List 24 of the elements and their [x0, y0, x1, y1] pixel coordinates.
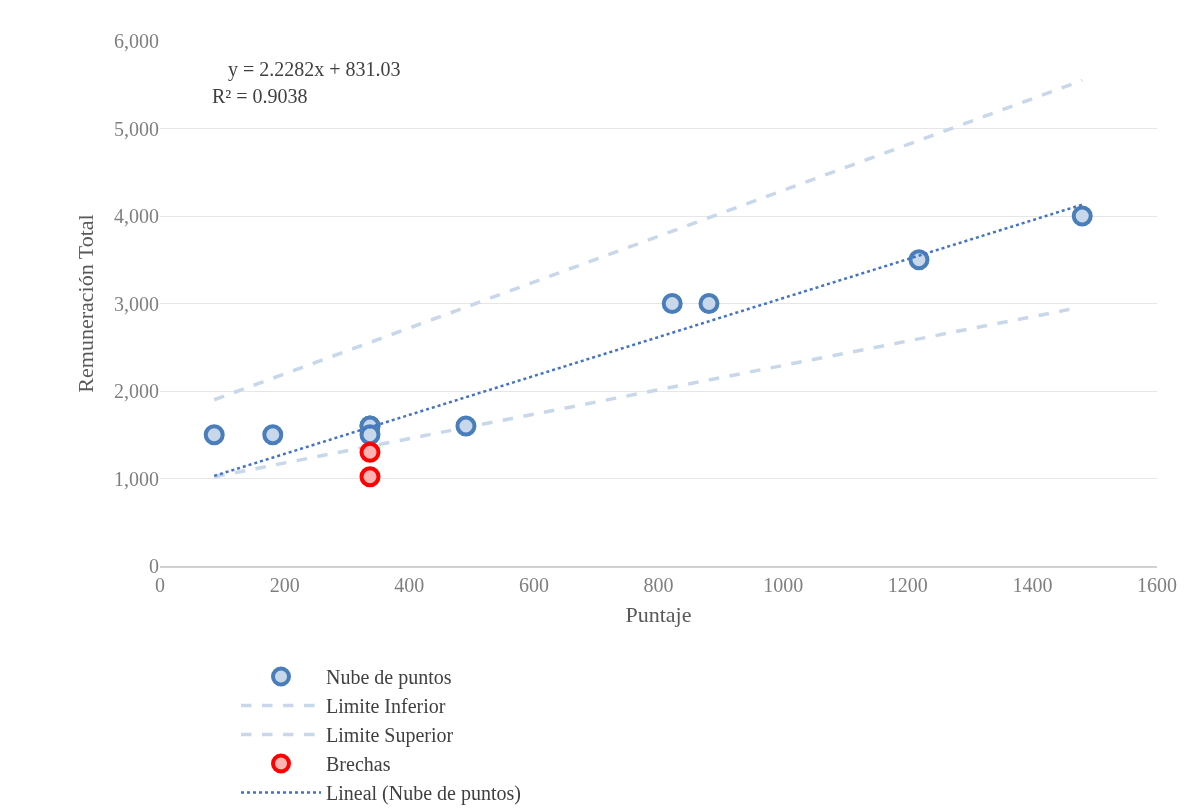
x-tick-label: 800 — [643, 573, 674, 596]
x-tick-label: 1600 — [1137, 573, 1177, 596]
y-tick-label: 5,000 — [114, 117, 159, 140]
x-tick-label: 1200 — [887, 573, 928, 596]
legend-label: Brechas — [326, 753, 391, 776]
y-axis-title: Remuneración Total — [72, 214, 98, 393]
y-tick-label: 4,000 — [114, 205, 159, 227]
y-tick-label: 0 — [149, 555, 159, 577]
y-tick-label: 3,000 — [114, 292, 159, 315]
y-tick-label: 6,000 — [114, 30, 159, 52]
legend-label: Lineal (Nube de puntos) — [326, 782, 521, 806]
x-axis-title: Puntaje — [625, 602, 692, 628]
y-tick-label: 1,000 — [114, 467, 159, 490]
x-tick-label: 400 — [394, 573, 425, 596]
x-tick-label: 600 — [518, 573, 549, 596]
x-tick-label: 1400 — [1012, 573, 1053, 596]
legend-label: Limite Inferior — [326, 695, 446, 718]
legend-label: Limite Superior — [326, 724, 454, 748]
x-tick-label: 1000 — [763, 573, 804, 596]
legend-label: Nube de puntos — [326, 666, 452, 690]
annotation: y = 2.2282x + 831.03 — [228, 58, 401, 81]
x-tick-label: 200 — [269, 573, 300, 596]
annotation: R² = 0.9038 — [212, 85, 308, 107]
y-tick-label: 2,000 — [114, 380, 159, 402]
